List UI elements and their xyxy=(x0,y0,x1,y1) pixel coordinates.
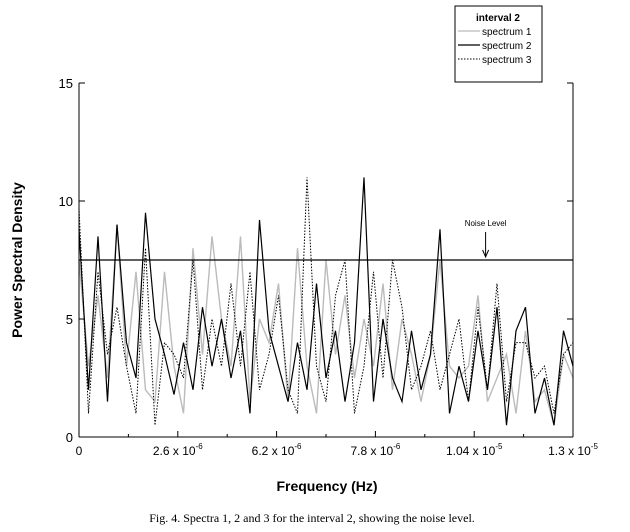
legend-title: interval 2 xyxy=(476,13,520,24)
x-tick-label: 7.8 x 10-6 xyxy=(350,442,400,458)
series-layer xyxy=(78,177,574,426)
x-tick-label: 6.2 x 10-6 xyxy=(252,442,302,458)
x-tick-label: 0 xyxy=(76,444,83,458)
arrow-head xyxy=(482,249,490,259)
x-tick-label: 2.6 x 10-6 xyxy=(153,442,203,458)
y-tick-label: 5 xyxy=(66,312,73,327)
y-tick-label: 15 xyxy=(59,76,73,91)
noise-level-label: Noise Level xyxy=(465,219,507,228)
legend-label: spectrum 1 xyxy=(482,27,532,38)
legend-label: spectrum 2 xyxy=(482,41,532,52)
y-tick-label: 0 xyxy=(66,430,73,445)
legend-box xyxy=(454,5,543,83)
x-axis-label: Frequency (Hz) xyxy=(276,478,377,494)
series-line-2 xyxy=(78,177,574,426)
noise-level-arrow-icon xyxy=(482,232,490,259)
legend-label: spectrum 3 xyxy=(482,55,532,66)
y-tick-label: 10 xyxy=(59,194,73,209)
x-tick-label: 1.04 x 10-5 xyxy=(446,442,503,458)
figure-caption: Fig. 4. Spectra 1, 2 and 3 for the inter… xyxy=(149,511,475,525)
y-axis-label: Power Spectral Density xyxy=(9,182,25,338)
x-tick-label: 1.3 x 10-5 xyxy=(548,442,598,458)
legend-entries: spectrum 1 spectrum 2 spectrum 3 xyxy=(458,27,532,66)
series-line-3 xyxy=(78,177,574,426)
